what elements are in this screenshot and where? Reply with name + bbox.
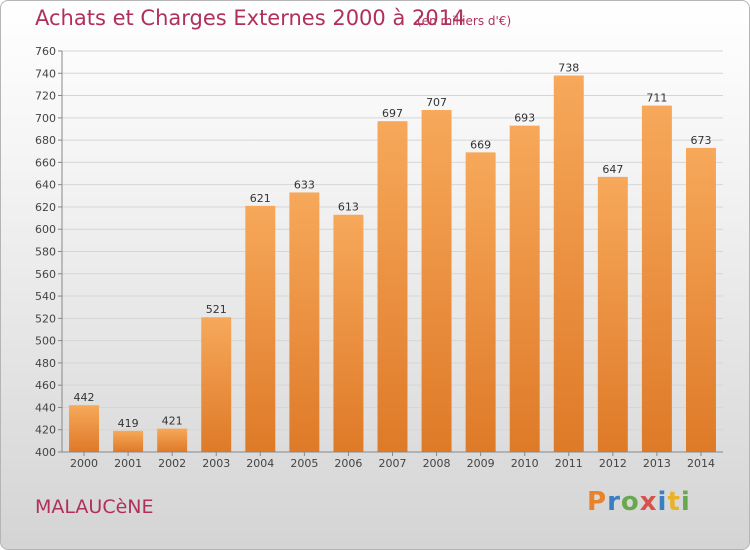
x-tick-label: 2008 xyxy=(423,457,451,470)
data-label: 647 xyxy=(602,163,623,176)
x-tick-label: 2002 xyxy=(158,457,186,470)
logo-letter: i xyxy=(680,487,691,517)
x-tick-label: 2014 xyxy=(687,457,715,470)
bar-2012[interactable] xyxy=(597,176,628,452)
logo-letter: t xyxy=(667,487,681,517)
logo-letter: x xyxy=(639,487,658,517)
x-tick-label: 2006 xyxy=(334,457,362,470)
y-tick-label: 560 xyxy=(35,268,56,281)
y-tick-label: 680 xyxy=(35,134,56,147)
bar-layer: 442 419 421 521 621 633 613 697 707 669 693 738 647 7… xyxy=(69,62,716,453)
logo-letter: r xyxy=(607,487,621,517)
y-tick-label: 700 xyxy=(35,112,56,125)
data-label: 738 xyxy=(558,62,579,75)
data-label: 421 xyxy=(162,415,183,428)
data-label: 697 xyxy=(382,107,403,120)
logo-letter: i xyxy=(657,487,668,517)
data-label: 673 xyxy=(690,134,711,147)
y-tick-label: 420 xyxy=(35,424,56,437)
x-tick-label: 2013 xyxy=(643,457,671,470)
bar-2000[interactable] xyxy=(69,405,100,452)
x-tick-label: 2012 xyxy=(599,457,627,470)
data-label: 693 xyxy=(514,112,535,125)
bar-2011[interactable] xyxy=(553,75,584,452)
bar-2002[interactable] xyxy=(157,428,188,452)
y-tick-label: 580 xyxy=(35,246,56,259)
bar-2010[interactable] xyxy=(509,125,540,452)
data-label: 707 xyxy=(426,96,447,109)
bar-2003[interactable] xyxy=(201,317,232,452)
logo-letter: P xyxy=(587,487,608,517)
x-tick-label: 2011 xyxy=(555,457,583,470)
y-tick-label: 760 xyxy=(35,45,56,58)
axis-layer: 400 420 440 460 480 500 520 540 560 580 600 620 640 6… xyxy=(35,45,723,470)
bar-2004[interactable] xyxy=(245,205,276,452)
bar-2013[interactable] xyxy=(641,105,672,452)
x-tick-label: 2003 xyxy=(202,457,230,470)
chart-unit: (en milliers d'€) xyxy=(417,14,512,28)
x-tick-label: 2010 xyxy=(511,457,539,470)
y-tick-label: 740 xyxy=(35,67,56,80)
chart-title: Achats et Charges Externes 2000 à 2014 xyxy=(35,6,466,30)
x-tick-label: 2005 xyxy=(290,457,318,470)
place-name: MALAUCèNE xyxy=(35,496,154,518)
data-label: 621 xyxy=(250,192,271,205)
y-tick-label: 480 xyxy=(35,357,56,370)
proxiti-logo[interactable]: Proxiti xyxy=(587,487,691,517)
data-label: 419 xyxy=(118,417,139,430)
bar-2014[interactable] xyxy=(685,147,716,453)
x-tick-label: 2000 xyxy=(70,457,98,470)
y-tick-label: 620 xyxy=(35,201,56,214)
data-label: 613 xyxy=(338,201,359,214)
data-label: 669 xyxy=(470,138,491,151)
x-tick-label: 2004 xyxy=(246,457,274,470)
data-label: 633 xyxy=(294,178,315,191)
bar-2007[interactable] xyxy=(377,121,408,453)
x-tick-label: 2007 xyxy=(379,457,407,470)
y-tick-label: 660 xyxy=(35,156,56,169)
y-tick-label: 640 xyxy=(35,179,56,192)
y-tick-label: 440 xyxy=(35,401,56,414)
x-tick-label: 2001 xyxy=(114,457,142,470)
bar-2005[interactable] xyxy=(289,192,320,453)
bar-2009[interactable] xyxy=(465,152,496,452)
y-tick-label: 400 xyxy=(35,446,56,459)
data-label: 521 xyxy=(206,303,227,316)
data-label: 711 xyxy=(646,92,667,105)
bar-2001[interactable] xyxy=(113,430,144,452)
y-tick-label: 500 xyxy=(35,335,56,348)
logo-letter: o xyxy=(620,487,640,517)
y-tick-label: 460 xyxy=(35,379,56,392)
y-tick-label: 600 xyxy=(35,223,56,236)
data-label: 442 xyxy=(74,391,95,404)
y-tick-label: 720 xyxy=(35,90,56,103)
bar-2006[interactable] xyxy=(333,214,364,452)
bar-2008[interactable] xyxy=(421,110,452,453)
y-tick-label: 540 xyxy=(35,290,56,303)
x-tick-label: 2009 xyxy=(467,457,495,470)
y-tick-label: 520 xyxy=(35,312,56,325)
